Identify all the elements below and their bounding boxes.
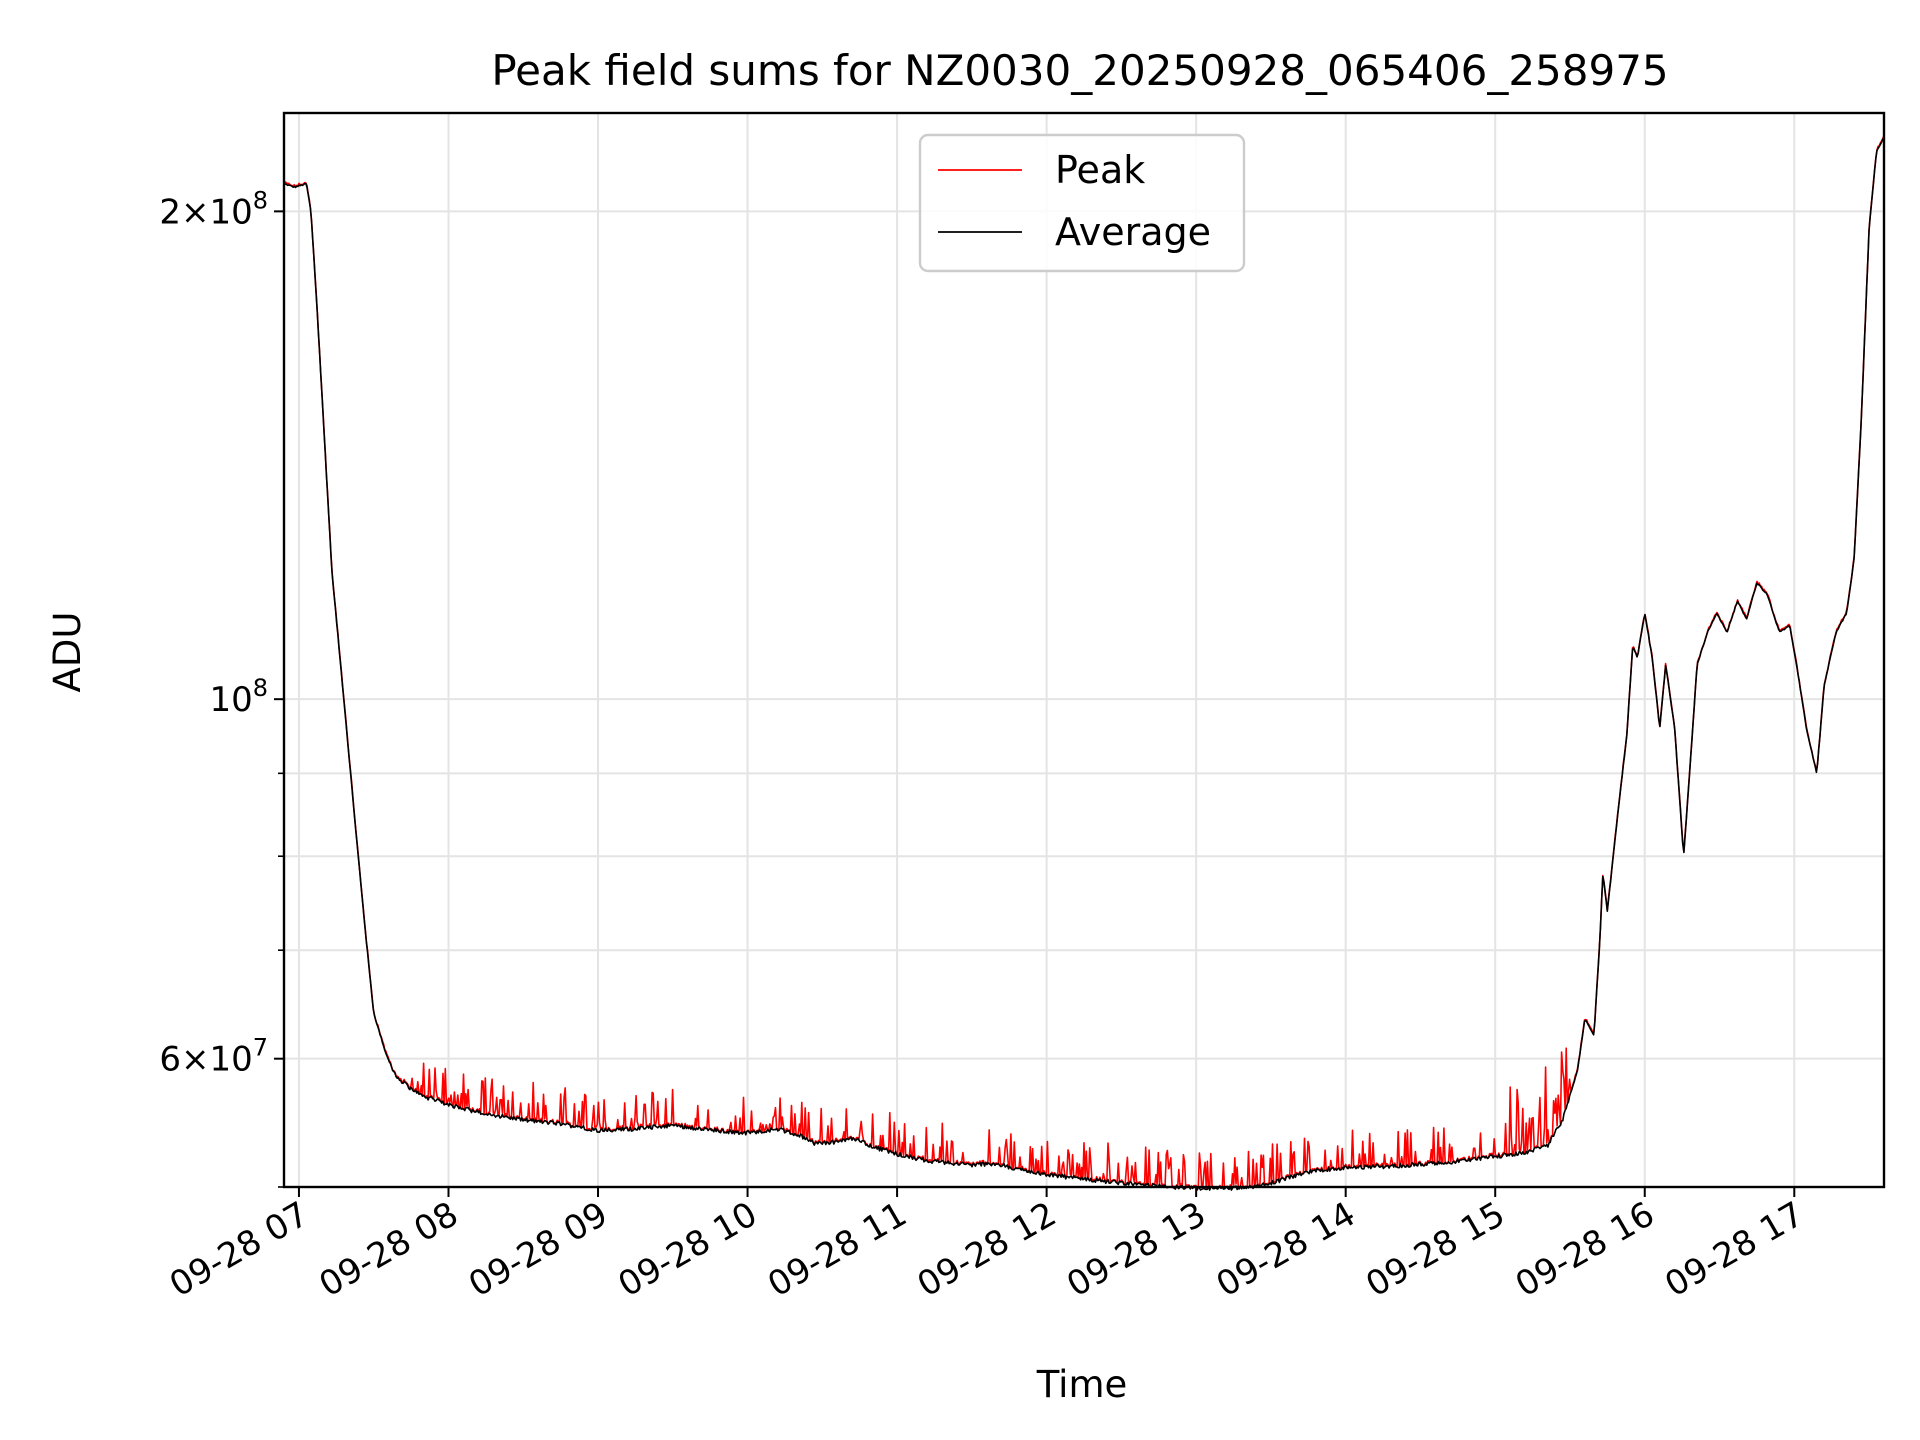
x-tick-label: 09-28 14 — [1210, 1194, 1362, 1305]
x-tick-label: 09-28 13 — [1060, 1194, 1212, 1305]
x-tick-label: 09-28 12 — [911, 1194, 1063, 1305]
y-axis: 6×107 108 2×108 — [159, 186, 284, 1188]
x-tick-label: 09-28 08 — [313, 1194, 465, 1305]
x-axis-label: Time — [1036, 1363, 1128, 1406]
legend-average-label: Average — [1055, 210, 1211, 254]
x-tick-label: 09-28 07 — [163, 1194, 315, 1305]
average-series — [283, 137, 1885, 1191]
y-axis-label: ADU — [46, 612, 89, 693]
plot-frame — [282, 111, 1886, 1189]
chart-title: Peak field sums for NZ0030_20250928_0654… — [491, 46, 1668, 95]
x-tick-label: 09-28 15 — [1359, 1194, 1511, 1305]
legend-box — [918, 133, 1246, 273]
y-tick-label: 6×107 — [159, 1034, 268, 1080]
x-tick-label: 09-28 11 — [761, 1194, 913, 1305]
x-tick-label: 09-28 16 — [1509, 1194, 1661, 1305]
legend: Peak Average — [918, 133, 1246, 273]
x-tick-label: 09-28 17 — [1658, 1194, 1810, 1305]
average-line — [283, 137, 1885, 1191]
y-tick-label: 2×108 — [159, 186, 268, 232]
y-tick-label: 108 — [209, 674, 268, 720]
x-tick-label: 09-28 10 — [612, 1194, 764, 1305]
grid — [284, 113, 1884, 1188]
legend-peak-label: Peak — [1055, 148, 1145, 192]
x-tick-label: 09-28 09 — [462, 1194, 614, 1305]
